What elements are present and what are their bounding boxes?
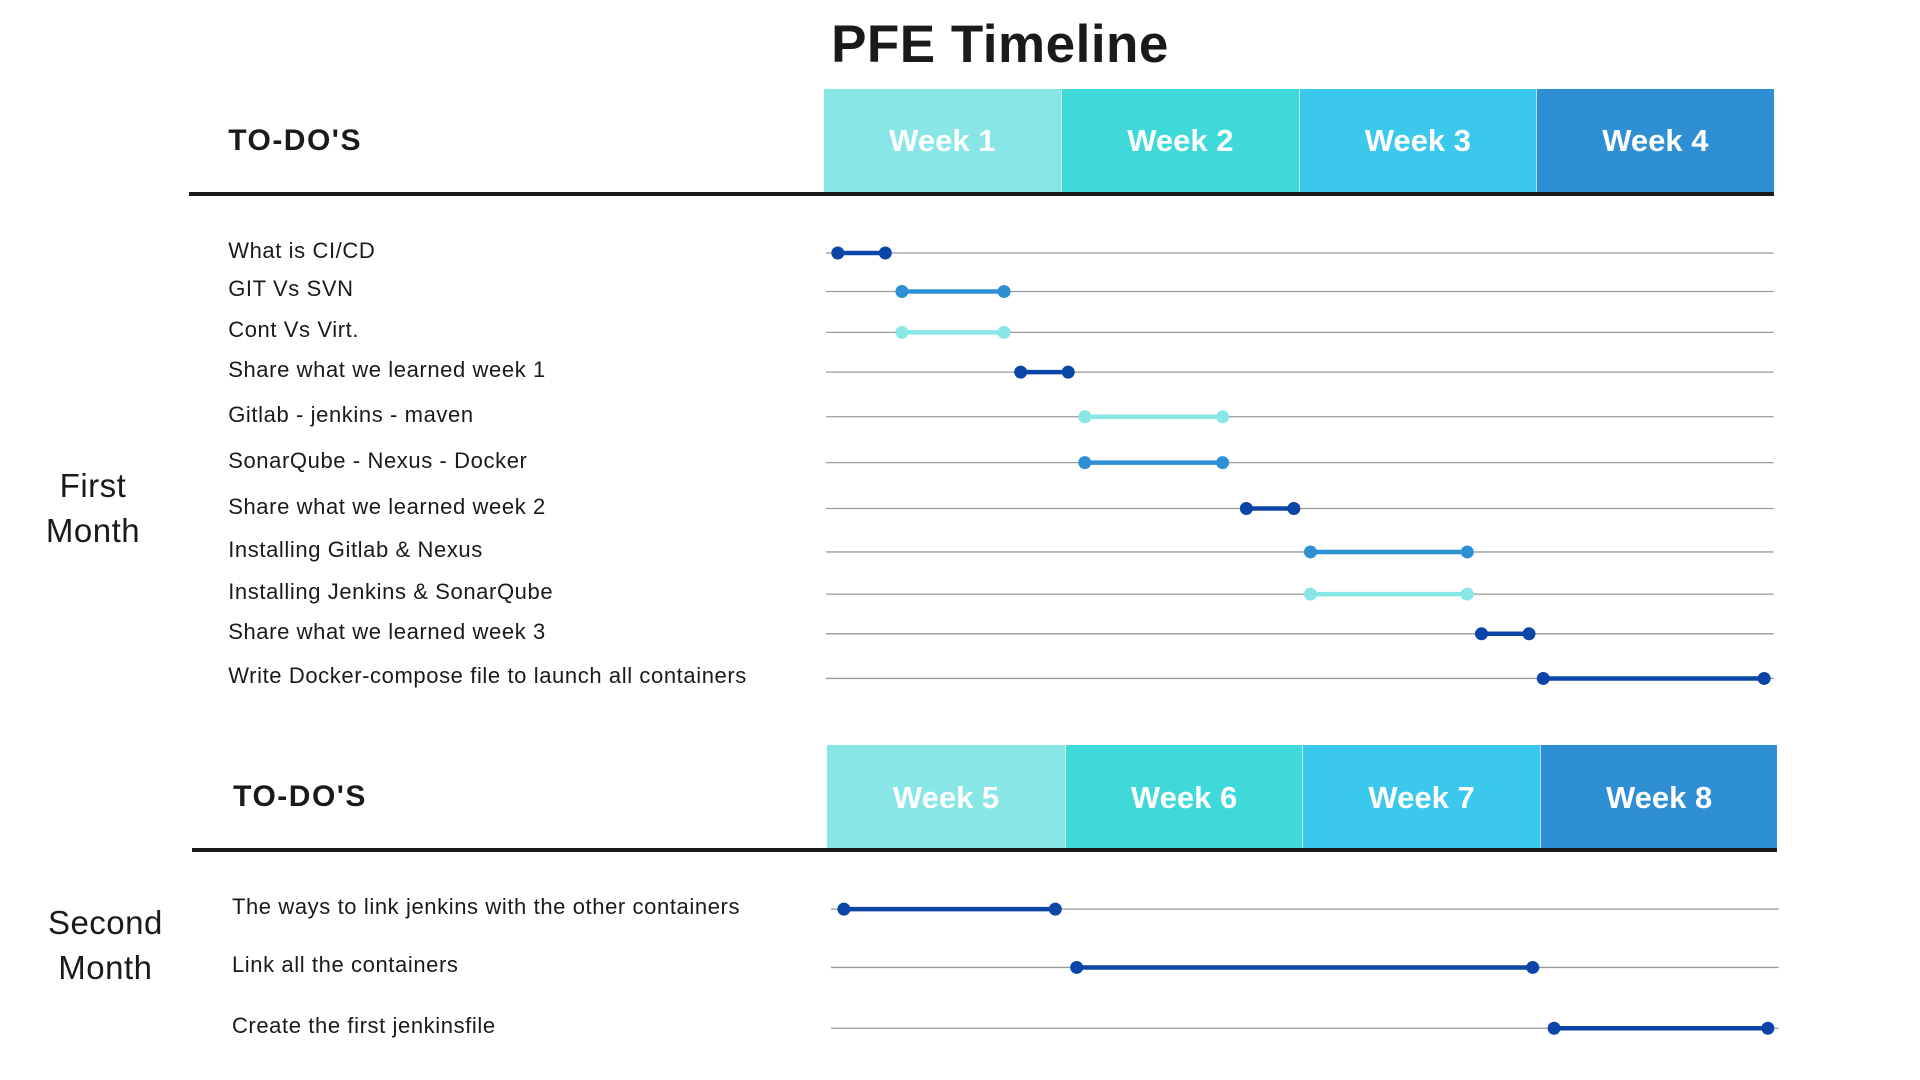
task-end-dot	[1761, 1021, 1775, 1035]
task-end-dot	[997, 325, 1011, 339]
page-title: PFE Timeline	[831, 15, 1169, 74]
header-rule	[188, 192, 1774, 197]
task-label: Link all the containers	[231, 952, 459, 978]
week-header-cell: Week 7	[1302, 745, 1540, 850]
task-start-dot	[895, 284, 909, 298]
todo-heading: TO-DO'S	[233, 780, 367, 814]
week-header-cell: Week 8	[1539, 745, 1778, 850]
week-header-cell: Week 6	[1064, 745, 1303, 850]
task-start-dot	[1303, 587, 1317, 601]
task-end-dot	[1216, 410, 1230, 424]
task-end-dot	[997, 284, 1011, 298]
task-end-dot	[1048, 902, 1062, 916]
task-label: Cont Vs Virt.	[228, 317, 360, 343]
week-header-cell: Week 2	[1061, 89, 1299, 193]
task-start-dot	[1547, 1021, 1561, 1035]
task-start-dot	[1303, 545, 1317, 559]
task-start-dot	[1474, 627, 1488, 641]
month-label: First Month	[25, 463, 161, 553]
task-start-dot	[1078, 456, 1092, 470]
task-label: What is CI/CD	[228, 238, 376, 264]
task-end-dot	[1216, 456, 1230, 470]
task-label: Share what we learned week 1	[228, 357, 546, 383]
task-label: Installing Jenkins & SonarQube	[228, 579, 554, 605]
month-label-line2: Month	[45, 511, 141, 549]
task-start-dot	[1070, 960, 1084, 974]
task-label: GIT Vs SVN	[228, 276, 354, 302]
week-header-cell: Week 5	[827, 745, 1065, 850]
week-header-cell: Week 3	[1298, 89, 1537, 193]
month-label-line1: First	[59, 466, 127, 504]
task-end-dot	[1061, 365, 1075, 379]
task-start-dot	[831, 246, 845, 260]
task-label: Write Docker-compose file to launch all …	[228, 663, 747, 689]
task-label: The ways to link jenkins with the other …	[231, 894, 741, 920]
month-label-line1: Second	[47, 904, 163, 942]
task-start-dot	[837, 902, 851, 916]
task-label: Share what we learned week 2	[228, 493, 546, 519]
task-end-dot	[1287, 502, 1301, 516]
task-end-dot	[1460, 545, 1474, 559]
task-start-dot	[1014, 365, 1028, 379]
todo-heading: TO-DO'S	[228, 124, 362, 158]
task-end-dot	[1522, 627, 1536, 641]
task-start-dot	[1536, 671, 1550, 685]
task-end-dot	[1460, 587, 1474, 601]
month-label-line2: Month	[58, 949, 153, 987]
month-label: Second Month	[37, 900, 173, 990]
task-label: Installing Gitlab & Nexus	[228, 536, 483, 562]
week-header-cell: Week 1	[823, 89, 1062, 193]
week-header-cell: Week 4	[1536, 89, 1774, 193]
task-end-dot	[1526, 960, 1540, 974]
task-label: Share what we learned week 3	[228, 618, 546, 644]
task-end-dot	[1757, 671, 1771, 685]
task-label: Create the first jenkinsfile	[231, 1013, 496, 1039]
task-start-dot	[1239, 502, 1253, 516]
task-label: SonarQube - Nexus - Docker	[228, 447, 528, 473]
task-start-dot	[1078, 410, 1092, 424]
header-rule	[192, 848, 1778, 853]
task-end-dot	[878, 246, 892, 260]
task-label: Gitlab - jenkins - maven	[228, 401, 474, 427]
task-start-dot	[895, 325, 909, 339]
